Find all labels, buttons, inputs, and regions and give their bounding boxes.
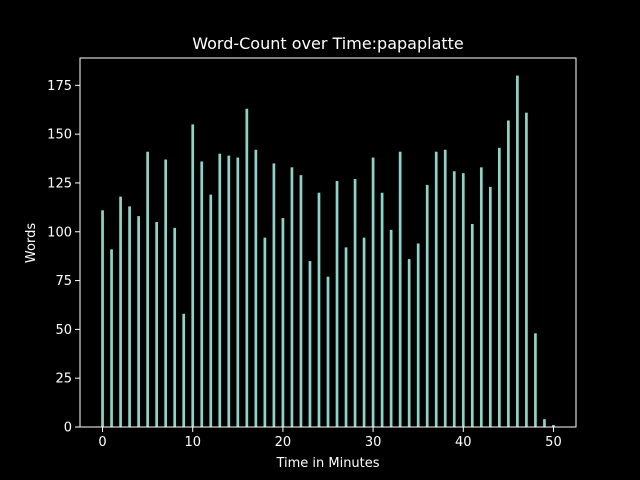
bar xyxy=(245,108,249,427)
y-tick-label: 125 xyxy=(47,176,72,191)
x-tick-label: 30 xyxy=(365,435,382,450)
bar xyxy=(191,124,195,427)
bar xyxy=(443,149,447,427)
bars xyxy=(101,75,555,428)
bar xyxy=(146,151,149,427)
y-tick-label: 75 xyxy=(55,274,72,289)
bar xyxy=(525,112,528,428)
bar xyxy=(479,167,483,428)
bar xyxy=(209,194,213,427)
y-tick-label: 0 xyxy=(64,421,72,436)
bar xyxy=(335,181,339,427)
bar xyxy=(227,155,231,427)
bar xyxy=(317,192,321,427)
bar xyxy=(552,425,555,427)
bar xyxy=(308,261,312,427)
bar xyxy=(362,237,366,427)
bar xyxy=(254,149,258,427)
x-tick-label: 0 xyxy=(98,435,106,450)
bar xyxy=(425,184,429,427)
bar xyxy=(137,216,140,427)
bar xyxy=(497,147,501,428)
bar xyxy=(119,196,122,427)
bar xyxy=(461,173,465,427)
bar xyxy=(128,206,131,427)
bar xyxy=(299,175,303,427)
bar xyxy=(263,237,267,427)
bar xyxy=(398,151,402,427)
y-tick-label: 100 xyxy=(47,225,72,240)
y-axis-label: Words xyxy=(24,223,39,263)
bar xyxy=(326,276,330,427)
bar xyxy=(110,249,113,427)
bar xyxy=(281,218,285,427)
bar xyxy=(236,157,240,428)
bar xyxy=(416,243,420,427)
bar xyxy=(344,247,348,427)
chart-title: Word-Count over Time:papaplatte xyxy=(192,34,464,53)
bar xyxy=(488,186,492,427)
bar xyxy=(173,227,177,427)
x-tick-label: 20 xyxy=(275,435,292,450)
bar xyxy=(218,153,222,427)
plot-frame xyxy=(79,57,577,428)
x-axis-label: Time in Minutes xyxy=(275,456,379,471)
bar xyxy=(470,223,474,427)
y-tick-label: 150 xyxy=(47,128,72,143)
bar xyxy=(534,333,537,427)
y-tick-label: 50 xyxy=(55,323,72,338)
bar xyxy=(516,75,519,428)
bar xyxy=(452,171,456,427)
bar xyxy=(434,151,438,427)
bar xyxy=(507,120,510,427)
bar xyxy=(371,157,375,428)
x-axis: 0 10 20 30 40 50 xyxy=(98,427,562,450)
bar xyxy=(389,229,393,427)
x-tick-label: 40 xyxy=(455,435,472,450)
bar xyxy=(407,259,411,427)
bar xyxy=(290,167,294,428)
bar xyxy=(101,210,104,427)
y-tick-label: 175 xyxy=(47,79,72,94)
y-axis: 0 25 50 75 100 125 150 175 xyxy=(47,79,80,436)
x-tick-label: 50 xyxy=(545,435,562,450)
bar xyxy=(543,419,546,427)
x-tick-label: 10 xyxy=(184,435,201,450)
bar xyxy=(380,192,384,427)
bar xyxy=(353,179,357,427)
bar xyxy=(182,313,186,427)
y-tick-label: 25 xyxy=(55,372,72,387)
bar xyxy=(155,222,159,427)
bar xyxy=(200,161,204,427)
bar xyxy=(272,163,276,427)
bar xyxy=(164,159,168,427)
